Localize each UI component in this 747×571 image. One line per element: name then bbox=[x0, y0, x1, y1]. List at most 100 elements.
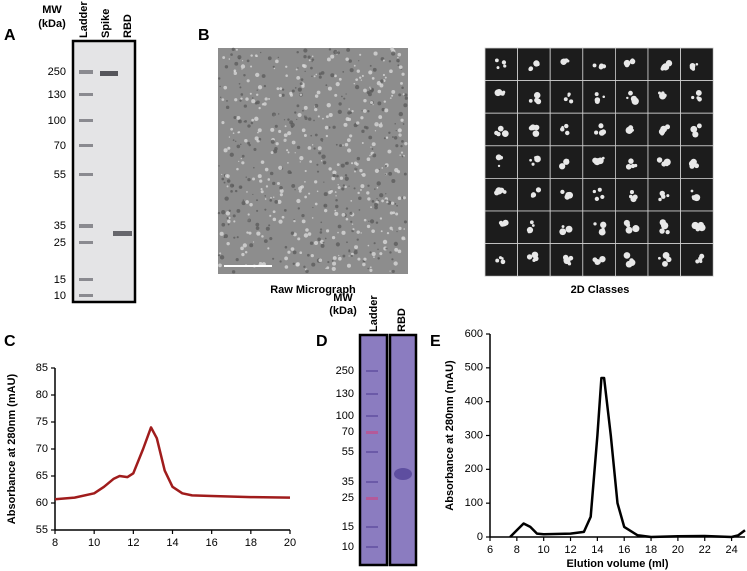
x-tick-label: 10 bbox=[88, 537, 100, 549]
particle bbox=[341, 95, 343, 98]
particle bbox=[402, 196, 406, 200]
class-tile bbox=[615, 47, 649, 81]
particle bbox=[250, 65, 253, 68]
particle bbox=[295, 262, 300, 267]
class-blob bbox=[696, 123, 702, 129]
particle bbox=[383, 137, 386, 140]
particle bbox=[394, 247, 399, 252]
particle bbox=[400, 151, 404, 154]
particle bbox=[388, 171, 393, 176]
particle bbox=[241, 60, 244, 62]
particle bbox=[236, 167, 239, 171]
particle bbox=[238, 57, 241, 60]
particle bbox=[358, 60, 360, 62]
particle bbox=[287, 118, 290, 121]
x-axis-label: Elution volume (ml) bbox=[566, 558, 668, 570]
particle bbox=[299, 251, 303, 255]
class-blob bbox=[497, 125, 504, 132]
particle bbox=[320, 221, 323, 224]
particle bbox=[231, 47, 235, 51]
particle bbox=[303, 233, 309, 238]
class-blob bbox=[529, 158, 532, 162]
class-blob bbox=[533, 91, 541, 99]
particle bbox=[267, 56, 272, 61]
particle bbox=[294, 152, 296, 154]
particle bbox=[272, 217, 277, 222]
particle bbox=[238, 160, 240, 162]
particle bbox=[386, 200, 389, 204]
particle bbox=[322, 160, 327, 165]
particle bbox=[224, 196, 229, 201]
particle bbox=[270, 139, 275, 144]
particle bbox=[284, 125, 287, 128]
particle bbox=[285, 74, 288, 77]
class-blob bbox=[593, 158, 601, 166]
particle bbox=[369, 87, 372, 90]
particle bbox=[345, 217, 349, 221]
particle bbox=[326, 57, 331, 62]
class-blob bbox=[503, 64, 507, 68]
particle bbox=[233, 115, 237, 120]
particle bbox=[399, 154, 401, 156]
particle bbox=[398, 133, 402, 137]
particle bbox=[394, 123, 396, 125]
x-tick-label: 14 bbox=[166, 537, 178, 549]
y-tick-label: 100 bbox=[465, 497, 483, 509]
class-blob bbox=[630, 95, 637, 102]
particle bbox=[255, 226, 260, 230]
particle bbox=[359, 53, 362, 56]
particle bbox=[240, 246, 244, 251]
particle bbox=[345, 207, 349, 210]
particle bbox=[374, 168, 380, 173]
particle bbox=[334, 191, 337, 193]
class-tile bbox=[647, 243, 681, 277]
particle bbox=[376, 181, 381, 186]
particle bbox=[325, 115, 329, 119]
class-blob bbox=[695, 259, 700, 264]
class-blob bbox=[697, 96, 702, 102]
particle bbox=[222, 56, 226, 59]
particle bbox=[353, 187, 356, 190]
particle bbox=[286, 149, 289, 152]
particle bbox=[241, 161, 245, 165]
class-tile bbox=[484, 210, 518, 244]
particle bbox=[230, 190, 233, 193]
particle bbox=[233, 71, 238, 75]
class-blob bbox=[598, 228, 606, 236]
particle bbox=[313, 240, 319, 246]
class-blob bbox=[656, 157, 663, 163]
y-tick-label: 500 bbox=[465, 362, 483, 374]
particle bbox=[363, 98, 367, 103]
particle bbox=[394, 167, 399, 173]
particle bbox=[397, 52, 402, 57]
particle bbox=[397, 128, 402, 133]
particle bbox=[319, 231, 323, 234]
particle bbox=[299, 93, 303, 96]
particle bbox=[261, 235, 264, 238]
particle bbox=[257, 85, 263, 90]
class-blob bbox=[664, 124, 671, 130]
particle bbox=[391, 258, 394, 261]
lane-label: RBD bbox=[396, 308, 408, 332]
particle bbox=[352, 228, 355, 231]
particle bbox=[346, 263, 351, 268]
particle bbox=[296, 118, 298, 121]
mw-label: 55 bbox=[54, 169, 66, 181]
class-blob bbox=[563, 97, 568, 102]
particle bbox=[218, 165, 220, 167]
particle bbox=[338, 102, 342, 106]
particle bbox=[320, 137, 324, 142]
particle bbox=[317, 115, 320, 118]
line bbox=[509, 376, 746, 539]
particle bbox=[313, 75, 316, 78]
particle bbox=[240, 157, 242, 160]
particle bbox=[251, 118, 255, 122]
particle bbox=[356, 230, 360, 234]
class-blob bbox=[535, 98, 542, 105]
x-tick-label: 20 bbox=[672, 544, 684, 556]
particle bbox=[345, 117, 350, 121]
class-blob bbox=[659, 92, 667, 100]
particle bbox=[308, 192, 311, 195]
particle bbox=[328, 167, 332, 171]
particle bbox=[348, 255, 350, 257]
